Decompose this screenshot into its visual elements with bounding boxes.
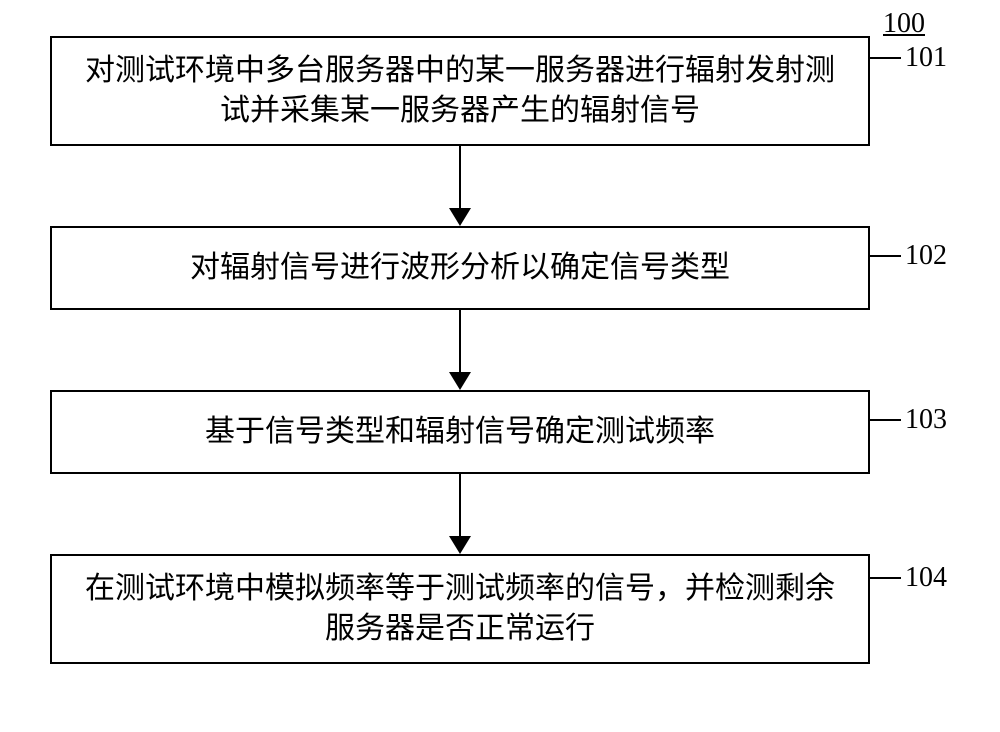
flowchart-arrow-head bbox=[449, 208, 471, 226]
flowchart-step-text: 基于信号类型和辐射信号确定测试频率 bbox=[205, 412, 715, 453]
flowchart-step-text: 在测试环境中模拟频率等于测试频率的信号，并检测剩余服务器是否正常运行 bbox=[72, 569, 848, 650]
flowchart-step-label-102: 102 bbox=[905, 240, 947, 272]
flowchart-step-102: 对辐射信号进行波形分析以确定信号类型 bbox=[50, 226, 870, 310]
leader-line bbox=[870, 57, 901, 59]
leader-line bbox=[870, 255, 901, 257]
flowchart-step-103: 基于信号类型和辐射信号确定测试频率 bbox=[50, 390, 870, 474]
flowchart-step-text: 对测试环境中多台服务器中的某一服务器进行辐射发射测试并采集某一服务器产生的辐射信… bbox=[72, 51, 848, 132]
diagram-title: 100 bbox=[865, 8, 925, 40]
flowchart-step-101: 对测试环境中多台服务器中的某一服务器进行辐射发射测试并采集某一服务器产生的辐射信… bbox=[50, 36, 870, 146]
flowchart-arrow-line bbox=[459, 146, 461, 208]
flowchart-step-text: 对辐射信号进行波形分析以确定信号类型 bbox=[190, 248, 730, 289]
flowchart-step-label-104: 104 bbox=[905, 562, 947, 594]
flowchart-step-label-103: 103 bbox=[905, 404, 947, 436]
flowchart-arrow-line bbox=[459, 474, 461, 536]
flowchart-arrow-head bbox=[449, 536, 471, 554]
leader-line bbox=[870, 577, 901, 579]
flowchart-step-104: 在测试环境中模拟频率等于测试频率的信号，并检测剩余服务器是否正常运行 bbox=[50, 554, 870, 664]
flowchart-arrow-line bbox=[459, 310, 461, 372]
flowchart-arrow-head bbox=[449, 372, 471, 390]
leader-line bbox=[870, 419, 901, 421]
flowchart-step-label-101: 101 bbox=[905, 42, 947, 74]
